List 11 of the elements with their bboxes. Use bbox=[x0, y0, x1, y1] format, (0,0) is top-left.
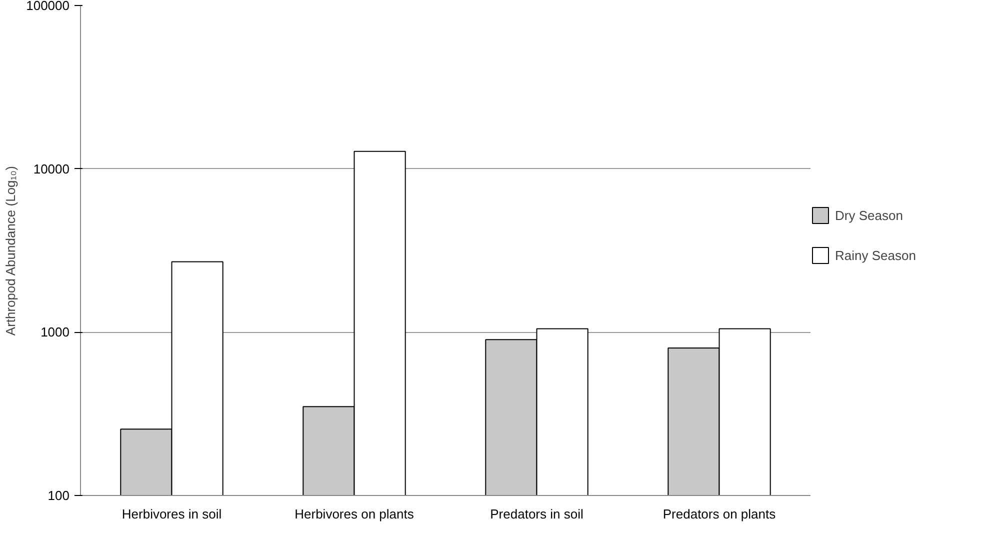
x-tick-label: Predators in soil bbox=[490, 506, 584, 522]
y-tick-label: 100 bbox=[48, 488, 70, 503]
x-tick-label: Predators on plants bbox=[662, 506, 776, 522]
x-tick-label: Herbivores on plants bbox=[294, 506, 414, 522]
x-tick-label: Herbivores in soil bbox=[122, 506, 222, 522]
y-tick-label: 10000 bbox=[33, 161, 70, 176]
y-tick-label: 100000 bbox=[26, 0, 70, 13]
y-axis-title: Arthropod Abundance (Log₁₀) bbox=[3, 166, 18, 336]
legend-label: Dry Season bbox=[835, 208, 903, 222]
legend-label: Rainy Season bbox=[835, 248, 916, 262]
y-tick-label: 1000 bbox=[40, 324, 70, 340]
